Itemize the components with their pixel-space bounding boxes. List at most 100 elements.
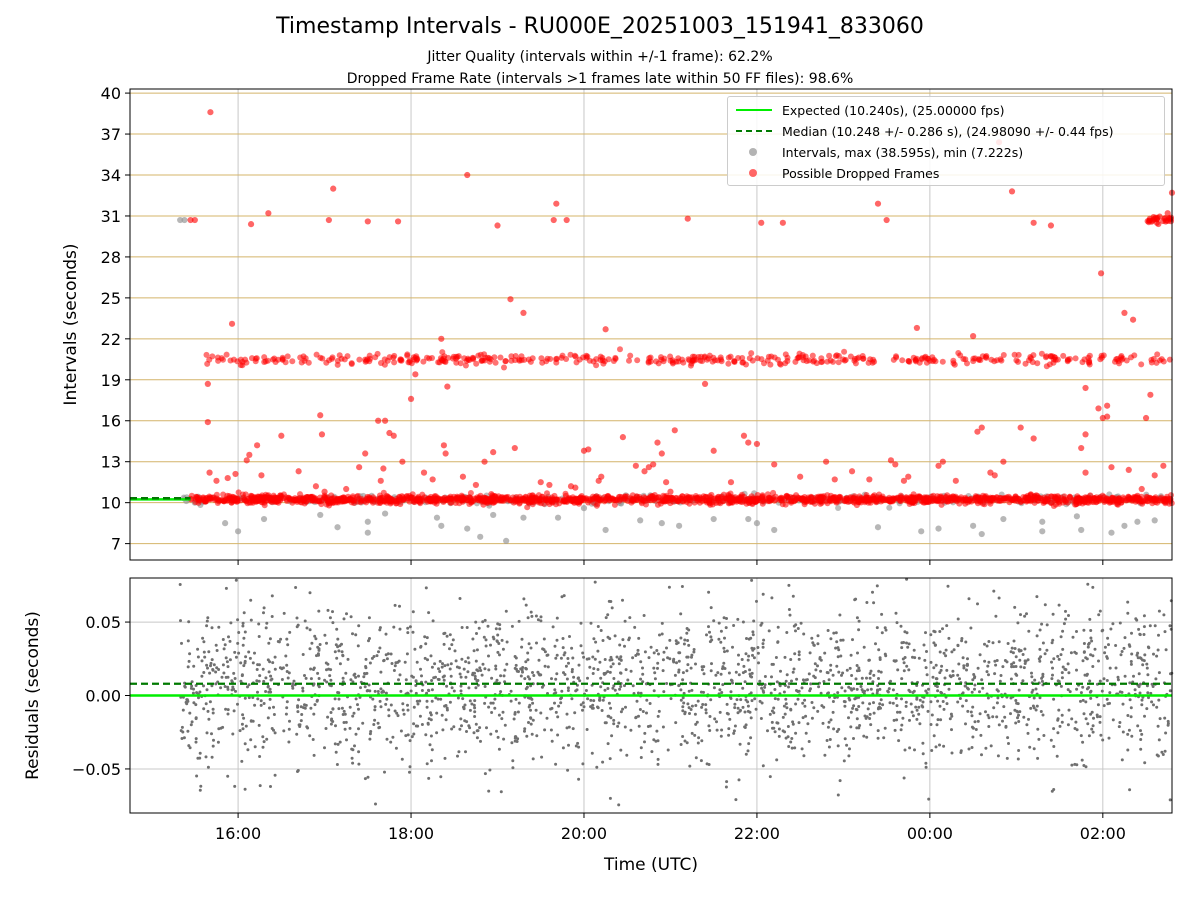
residual-point: [1057, 708, 1061, 712]
residual-point: [188, 746, 192, 750]
residual-point: [762, 638, 766, 642]
dropped-point: [799, 497, 806, 504]
residual-point: [228, 658, 232, 662]
residual-point: [599, 629, 603, 632]
residual-point: [592, 637, 596, 641]
residual-point: [242, 611, 246, 615]
dropped-point: [833, 499, 840, 506]
residual-point: [305, 626, 309, 630]
dropped-point: [537, 479, 544, 486]
residual-point: [868, 702, 872, 706]
dropped-point: [830, 358, 836, 365]
residual-point: [992, 589, 996, 593]
residual-point: [490, 676, 494, 680]
residual-point: [178, 583, 182, 586]
dropped-point: [869, 359, 876, 366]
residual-point: [987, 725, 991, 728]
dropped-point: [538, 355, 545, 362]
residual-point: [801, 701, 805, 705]
residual-point: [468, 708, 472, 712]
residual-point: [457, 750, 461, 754]
residual-point: [561, 637, 565, 640]
residual-point: [879, 698, 883, 702]
residual-point: [832, 631, 836, 635]
residual-point: [927, 687, 930, 691]
residual-point: [851, 706, 855, 710]
residual-point: [613, 688, 617, 692]
residual-point: [357, 762, 361, 766]
residual-point: [1102, 704, 1106, 708]
residual-point: [490, 711, 494, 714]
residual-point: [248, 656, 252, 660]
dropped-point: [1082, 469, 1089, 476]
residual-point: [619, 710, 623, 714]
residual-point: [674, 721, 678, 725]
residual-point: [1103, 645, 1107, 649]
residual-point: [1014, 699, 1018, 702]
residual-point: [543, 664, 547, 668]
residual-point: [1086, 645, 1090, 649]
residual-point: [1042, 734, 1046, 737]
residual-point: [566, 768, 570, 772]
residual-point: [579, 644, 583, 648]
residual-point: [1126, 732, 1130, 736]
residual-point: [871, 590, 874, 594]
interval-point: [874, 524, 882, 531]
dropped-point: [728, 496, 735, 502]
residual-point: [848, 747, 851, 751]
dropped-point: [952, 477, 959, 484]
residual-point: [804, 731, 808, 735]
residual-point: [520, 645, 524, 649]
residual-point: [361, 721, 365, 725]
residual-point: [495, 678, 499, 682]
residual-point: [965, 668, 968, 672]
residual-point: [1089, 696, 1093, 700]
residual-point: [385, 697, 389, 701]
residual-point: [987, 660, 991, 664]
residual-point: [487, 668, 491, 672]
residual-point: [439, 775, 443, 779]
interval-point: [710, 515, 717, 523]
residual-point: [766, 729, 769, 733]
residual-point: [959, 751, 963, 754]
residual-point: [768, 712, 772, 716]
dropped-point: [1000, 352, 1007, 358]
residual-point: [938, 630, 942, 633]
residual-point: [1035, 704, 1039, 708]
residual-point: [906, 645, 910, 649]
dropped-point: [232, 470, 239, 478]
residual-point: [638, 708, 642, 711]
residual-point: [758, 699, 762, 703]
dropped-point: [254, 442, 261, 449]
residual-point: [818, 657, 822, 661]
residual-point: [398, 627, 402, 631]
residual-point: [795, 677, 799, 681]
residual-point: [582, 655, 586, 659]
residual-point: [710, 662, 713, 666]
residual-point: [413, 647, 417, 651]
residual-point: [647, 656, 651, 660]
residual-point: [1136, 651, 1140, 655]
residual-point: [267, 670, 271, 674]
residual-point: [853, 598, 857, 602]
residual-point: [442, 642, 446, 646]
residual-point: [549, 707, 553, 711]
residual-point: [582, 705, 586, 709]
residual-point: [577, 745, 581, 749]
dropped-point: [390, 432, 397, 439]
residual-point: [845, 743, 849, 747]
residual-point: [1097, 659, 1100, 663]
residual-point: [217, 727, 221, 731]
residual-point: [624, 668, 628, 672]
residual-point: [272, 713, 276, 716]
residual-point: [1069, 651, 1073, 655]
residual-point: [892, 718, 896, 722]
residual-point: [1025, 612, 1028, 616]
residual-point: [494, 627, 498, 631]
residual-point: [1120, 690, 1124, 694]
residual-point: [1146, 691, 1150, 695]
dropped-point: [1025, 494, 1032, 501]
residual-point: [467, 686, 471, 690]
dropped-point: [638, 498, 645, 505]
residual-point: [1114, 666, 1118, 670]
